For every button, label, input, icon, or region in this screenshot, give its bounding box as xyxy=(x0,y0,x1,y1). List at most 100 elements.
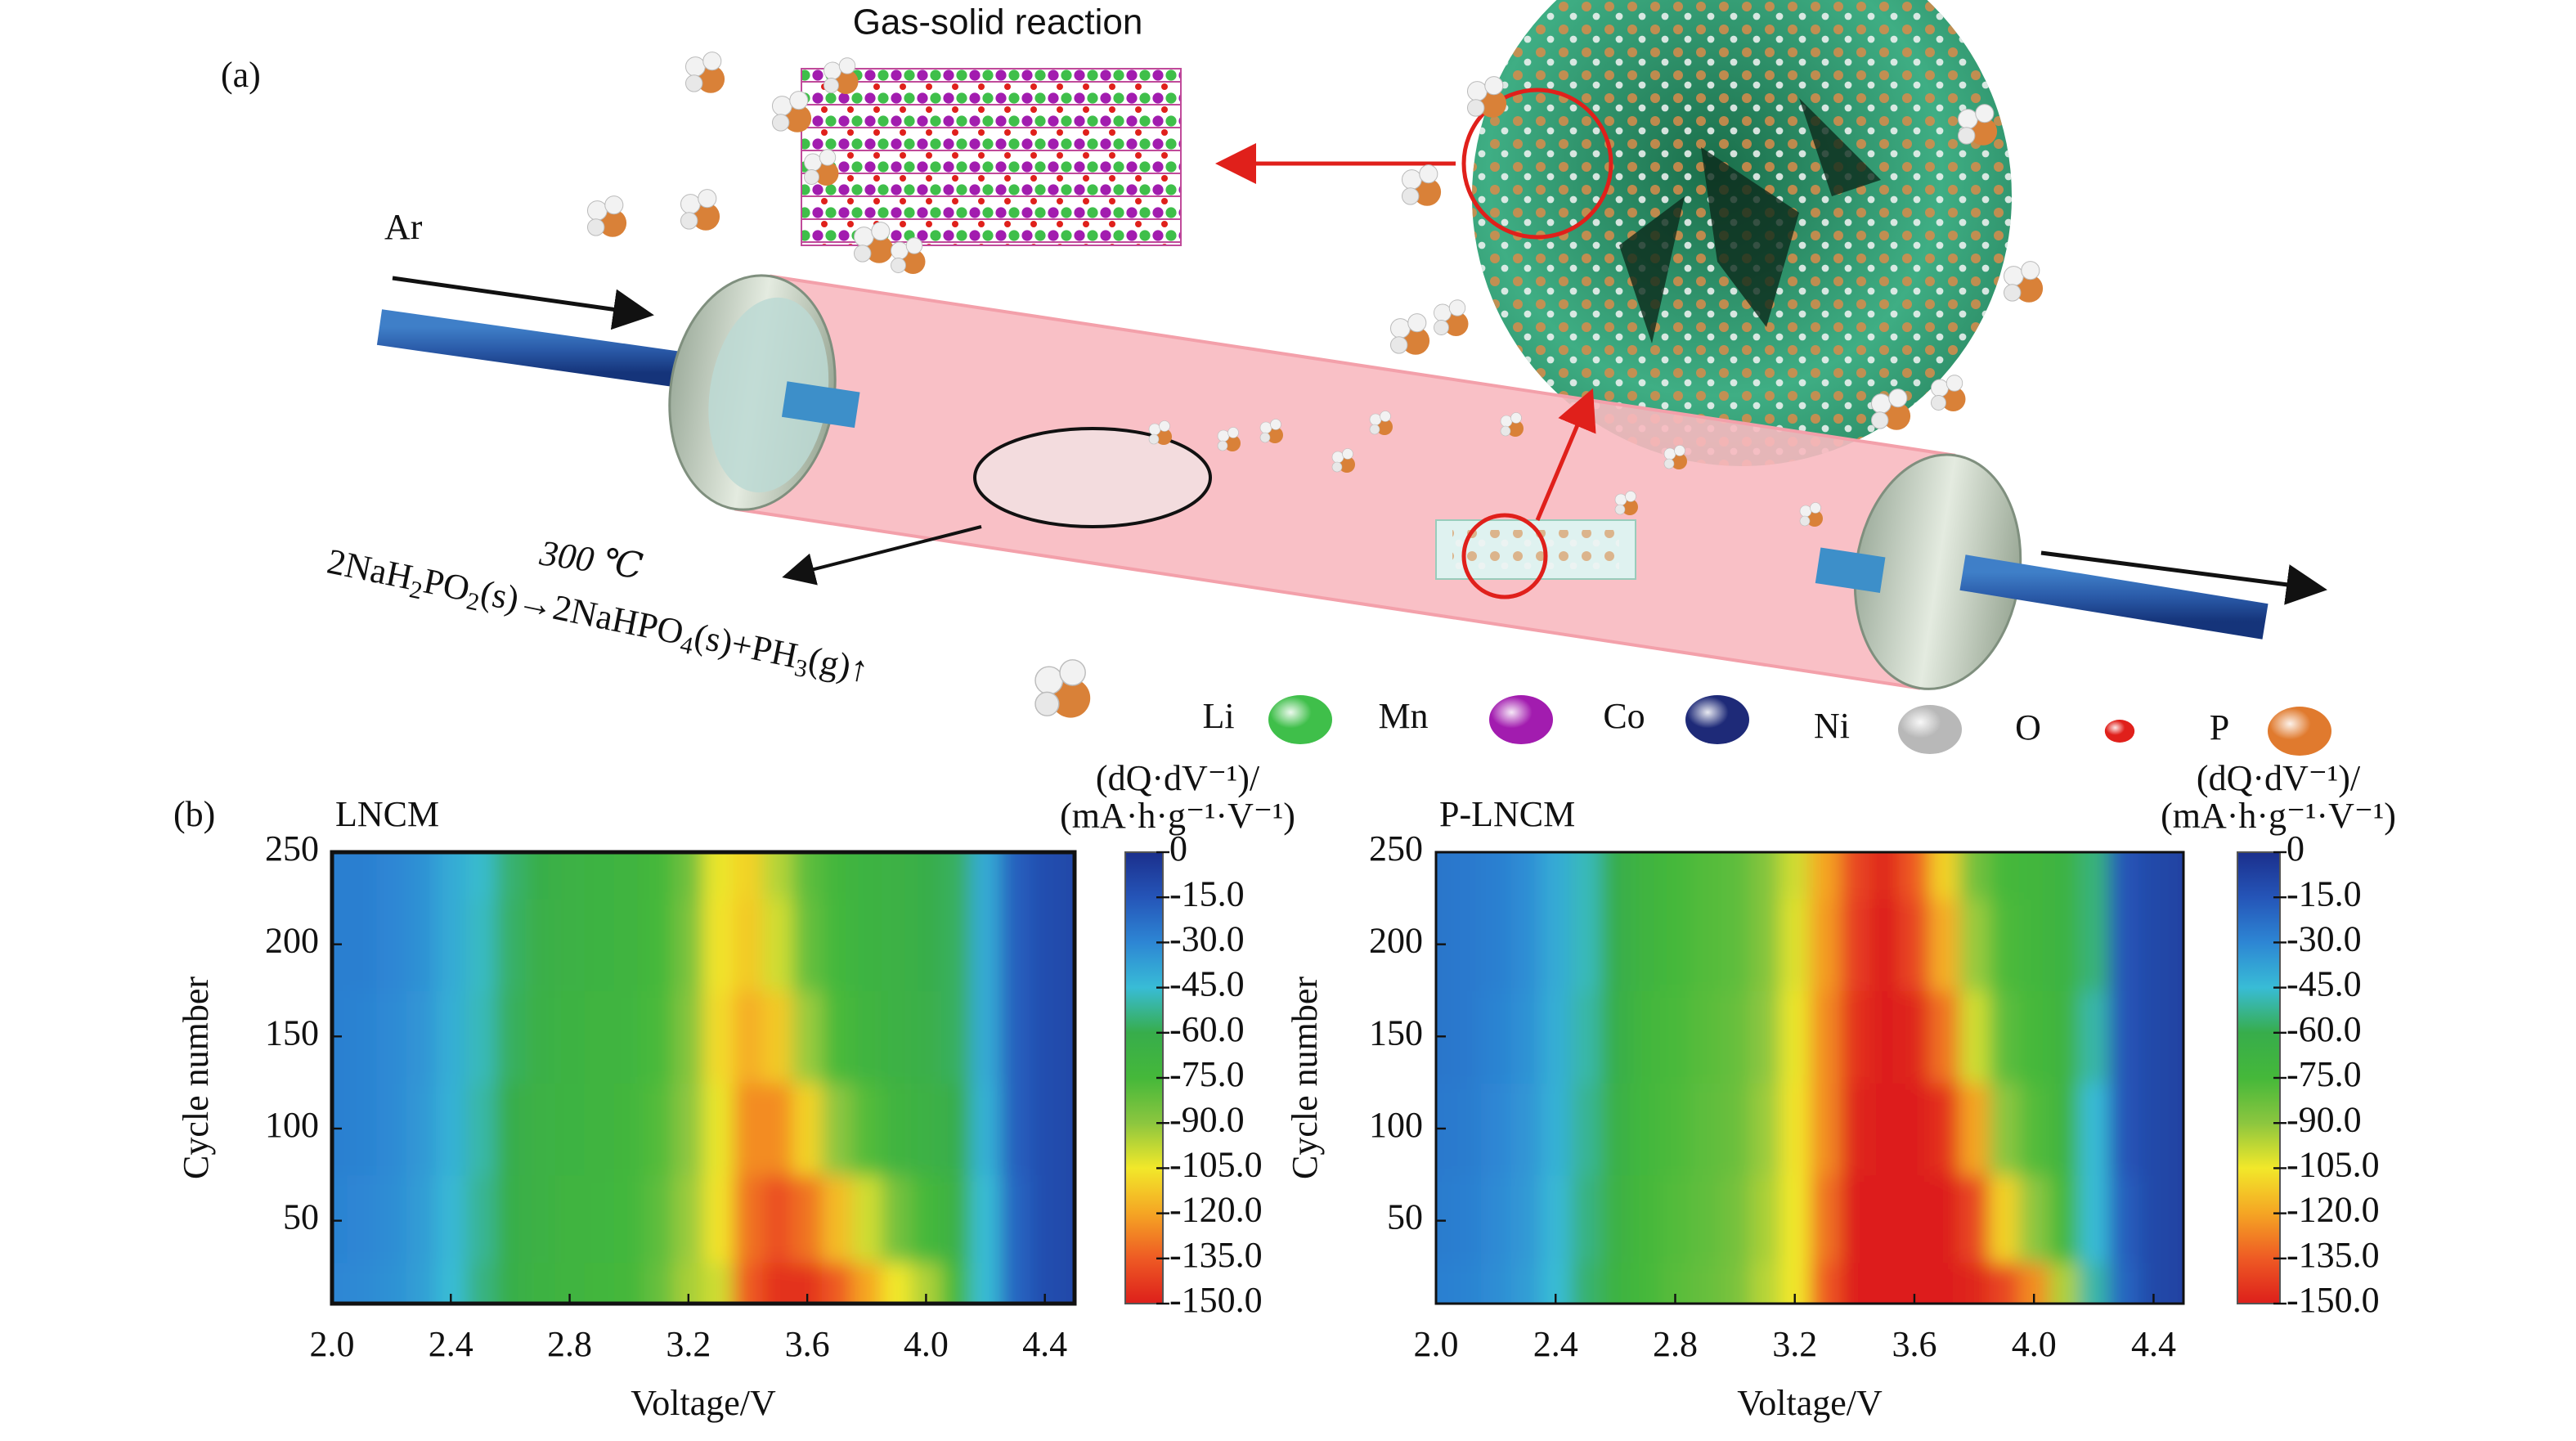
heat-cell xyxy=(2138,990,2170,1084)
heat-cell xyxy=(495,898,527,991)
colorbar-tick-label: -135.0 xyxy=(2287,1235,2380,1275)
y-tick-label: 150 xyxy=(265,1012,319,1053)
legend-label: P xyxy=(2210,707,2229,747)
x-axis-label: Voltage/V xyxy=(1737,1383,1883,1423)
heat-cell xyxy=(1510,1082,1542,1176)
heat-cell xyxy=(1630,1082,1662,1176)
heat-cell xyxy=(1480,1174,1512,1264)
heat-cell xyxy=(1690,1082,1721,1176)
heat-cell xyxy=(614,898,645,991)
y-tick-label: 200 xyxy=(1369,921,1423,961)
heat-cell xyxy=(1959,898,1990,991)
heat-cell xyxy=(881,1174,913,1264)
heat-cell xyxy=(1989,1262,2020,1304)
x-tick-label: 3.2 xyxy=(666,1324,711,1364)
colorbar-label: (dQ·dV⁻¹)/ xyxy=(2197,758,2361,798)
heat-cell xyxy=(2018,852,2050,900)
heat-cell xyxy=(406,1262,438,1304)
heat-cell xyxy=(1839,852,1871,900)
heat-cell xyxy=(1480,1262,1512,1304)
heat-cell xyxy=(614,990,645,1084)
heat-cell xyxy=(1000,898,1031,991)
y-tick-label: 50 xyxy=(283,1197,319,1237)
heatmap xyxy=(332,852,1075,1304)
heat-cell xyxy=(436,898,467,991)
heat-cell xyxy=(851,1174,882,1264)
heat-cell xyxy=(525,898,556,991)
heat-cell xyxy=(1749,852,1781,900)
heat-cell xyxy=(1570,852,1602,900)
heat-cell xyxy=(1000,1262,1031,1304)
heat-cell xyxy=(465,990,496,1084)
heat-cell xyxy=(822,898,853,991)
heat-cell xyxy=(1436,852,1452,900)
colorbar-tick-label: -120.0 xyxy=(2287,1190,2380,1230)
panel-b: 2.0 2.4 2.8 3.2 3.6 4.0 4.4 50 100 150 200 250 LNCM V… xyxy=(176,758,2396,1423)
x-tick-label: 2.0 xyxy=(1414,1324,1459,1364)
legend-label: Mn xyxy=(1378,696,1428,736)
heat-cell xyxy=(881,1082,913,1176)
heat-cell xyxy=(1929,852,1960,900)
colorbar-tick-label: -30.0 xyxy=(2287,918,2362,958)
plot-area xyxy=(1436,852,2183,1304)
heat-cell xyxy=(2168,898,2183,991)
y-tick-label: 200 xyxy=(265,921,319,961)
heat-cell xyxy=(332,1262,348,1304)
arrow xyxy=(1535,388,1596,521)
heat-cell xyxy=(881,898,913,991)
heat-cell xyxy=(2018,1082,2050,1176)
heat-cell xyxy=(851,898,882,991)
heat-cell xyxy=(1959,852,1990,900)
x-tick-label: 2.8 xyxy=(547,1324,592,1364)
heat-cell xyxy=(332,852,348,900)
colorbar-tick-label: -75.0 xyxy=(2287,1054,2362,1094)
heat-cell xyxy=(1929,1174,1960,1264)
heat-cell xyxy=(940,1262,972,1304)
heat-cell xyxy=(911,852,942,900)
heat-cell xyxy=(347,852,378,900)
colorbar-tick-label: -30.0 xyxy=(1169,918,1245,958)
reaction-part: 3 xyxy=(792,654,810,683)
colorbar-tick-label: 0 xyxy=(1169,828,1187,869)
legend-swatch-shine xyxy=(1268,695,1332,744)
heat-cell xyxy=(2079,898,2110,991)
heat-cell xyxy=(1600,990,1631,1084)
heat-cell xyxy=(1839,990,1871,1084)
heat-cell xyxy=(1869,852,1901,900)
colorbar-tick-label: -75.0 xyxy=(1169,1054,1245,1094)
heat-cell xyxy=(584,852,616,900)
heat-cell xyxy=(1899,898,1931,991)
x-tick-label: 3.2 xyxy=(1772,1324,1817,1364)
reaction-part: 4 xyxy=(678,631,695,659)
heat-cell xyxy=(1480,990,1512,1084)
diagram-title: Gas-solid reaction xyxy=(853,2,1143,43)
heat-cell xyxy=(1630,898,1662,991)
heat-cell xyxy=(1690,1262,1721,1304)
heat-cell xyxy=(465,1262,496,1304)
legend-swatch-shine xyxy=(1489,695,1553,744)
heat-cell xyxy=(1059,898,1075,991)
heat-cell xyxy=(525,1262,556,1304)
heat-cell xyxy=(1869,1262,1901,1304)
x-tick-label: 2.8 xyxy=(1653,1324,1698,1364)
heat-cell xyxy=(851,1262,882,1304)
heat-cell xyxy=(762,1082,793,1176)
zoom-circle xyxy=(1461,513,1548,599)
heat-cell xyxy=(554,1174,586,1264)
colorbar-tick-label: -120.0 xyxy=(1169,1190,1263,1230)
heat-cell xyxy=(1030,1174,1061,1264)
arrow xyxy=(2040,550,2327,605)
reaction-part: (g)↑ xyxy=(806,639,873,690)
legend-label: Li xyxy=(1202,696,1234,736)
heat-cell xyxy=(495,852,527,900)
heat-cell xyxy=(1059,1082,1075,1176)
heat-cell xyxy=(1810,1174,1841,1264)
heat-cell xyxy=(2108,852,2140,900)
colorbar-tick-label: -135.0 xyxy=(1169,1235,1263,1275)
heat-cell xyxy=(822,852,853,900)
heat-cell xyxy=(2049,1082,2080,1176)
x-tick-label: 3.6 xyxy=(1892,1324,1936,1364)
heat-cell xyxy=(673,852,704,900)
heat-cell xyxy=(1959,1174,1990,1264)
